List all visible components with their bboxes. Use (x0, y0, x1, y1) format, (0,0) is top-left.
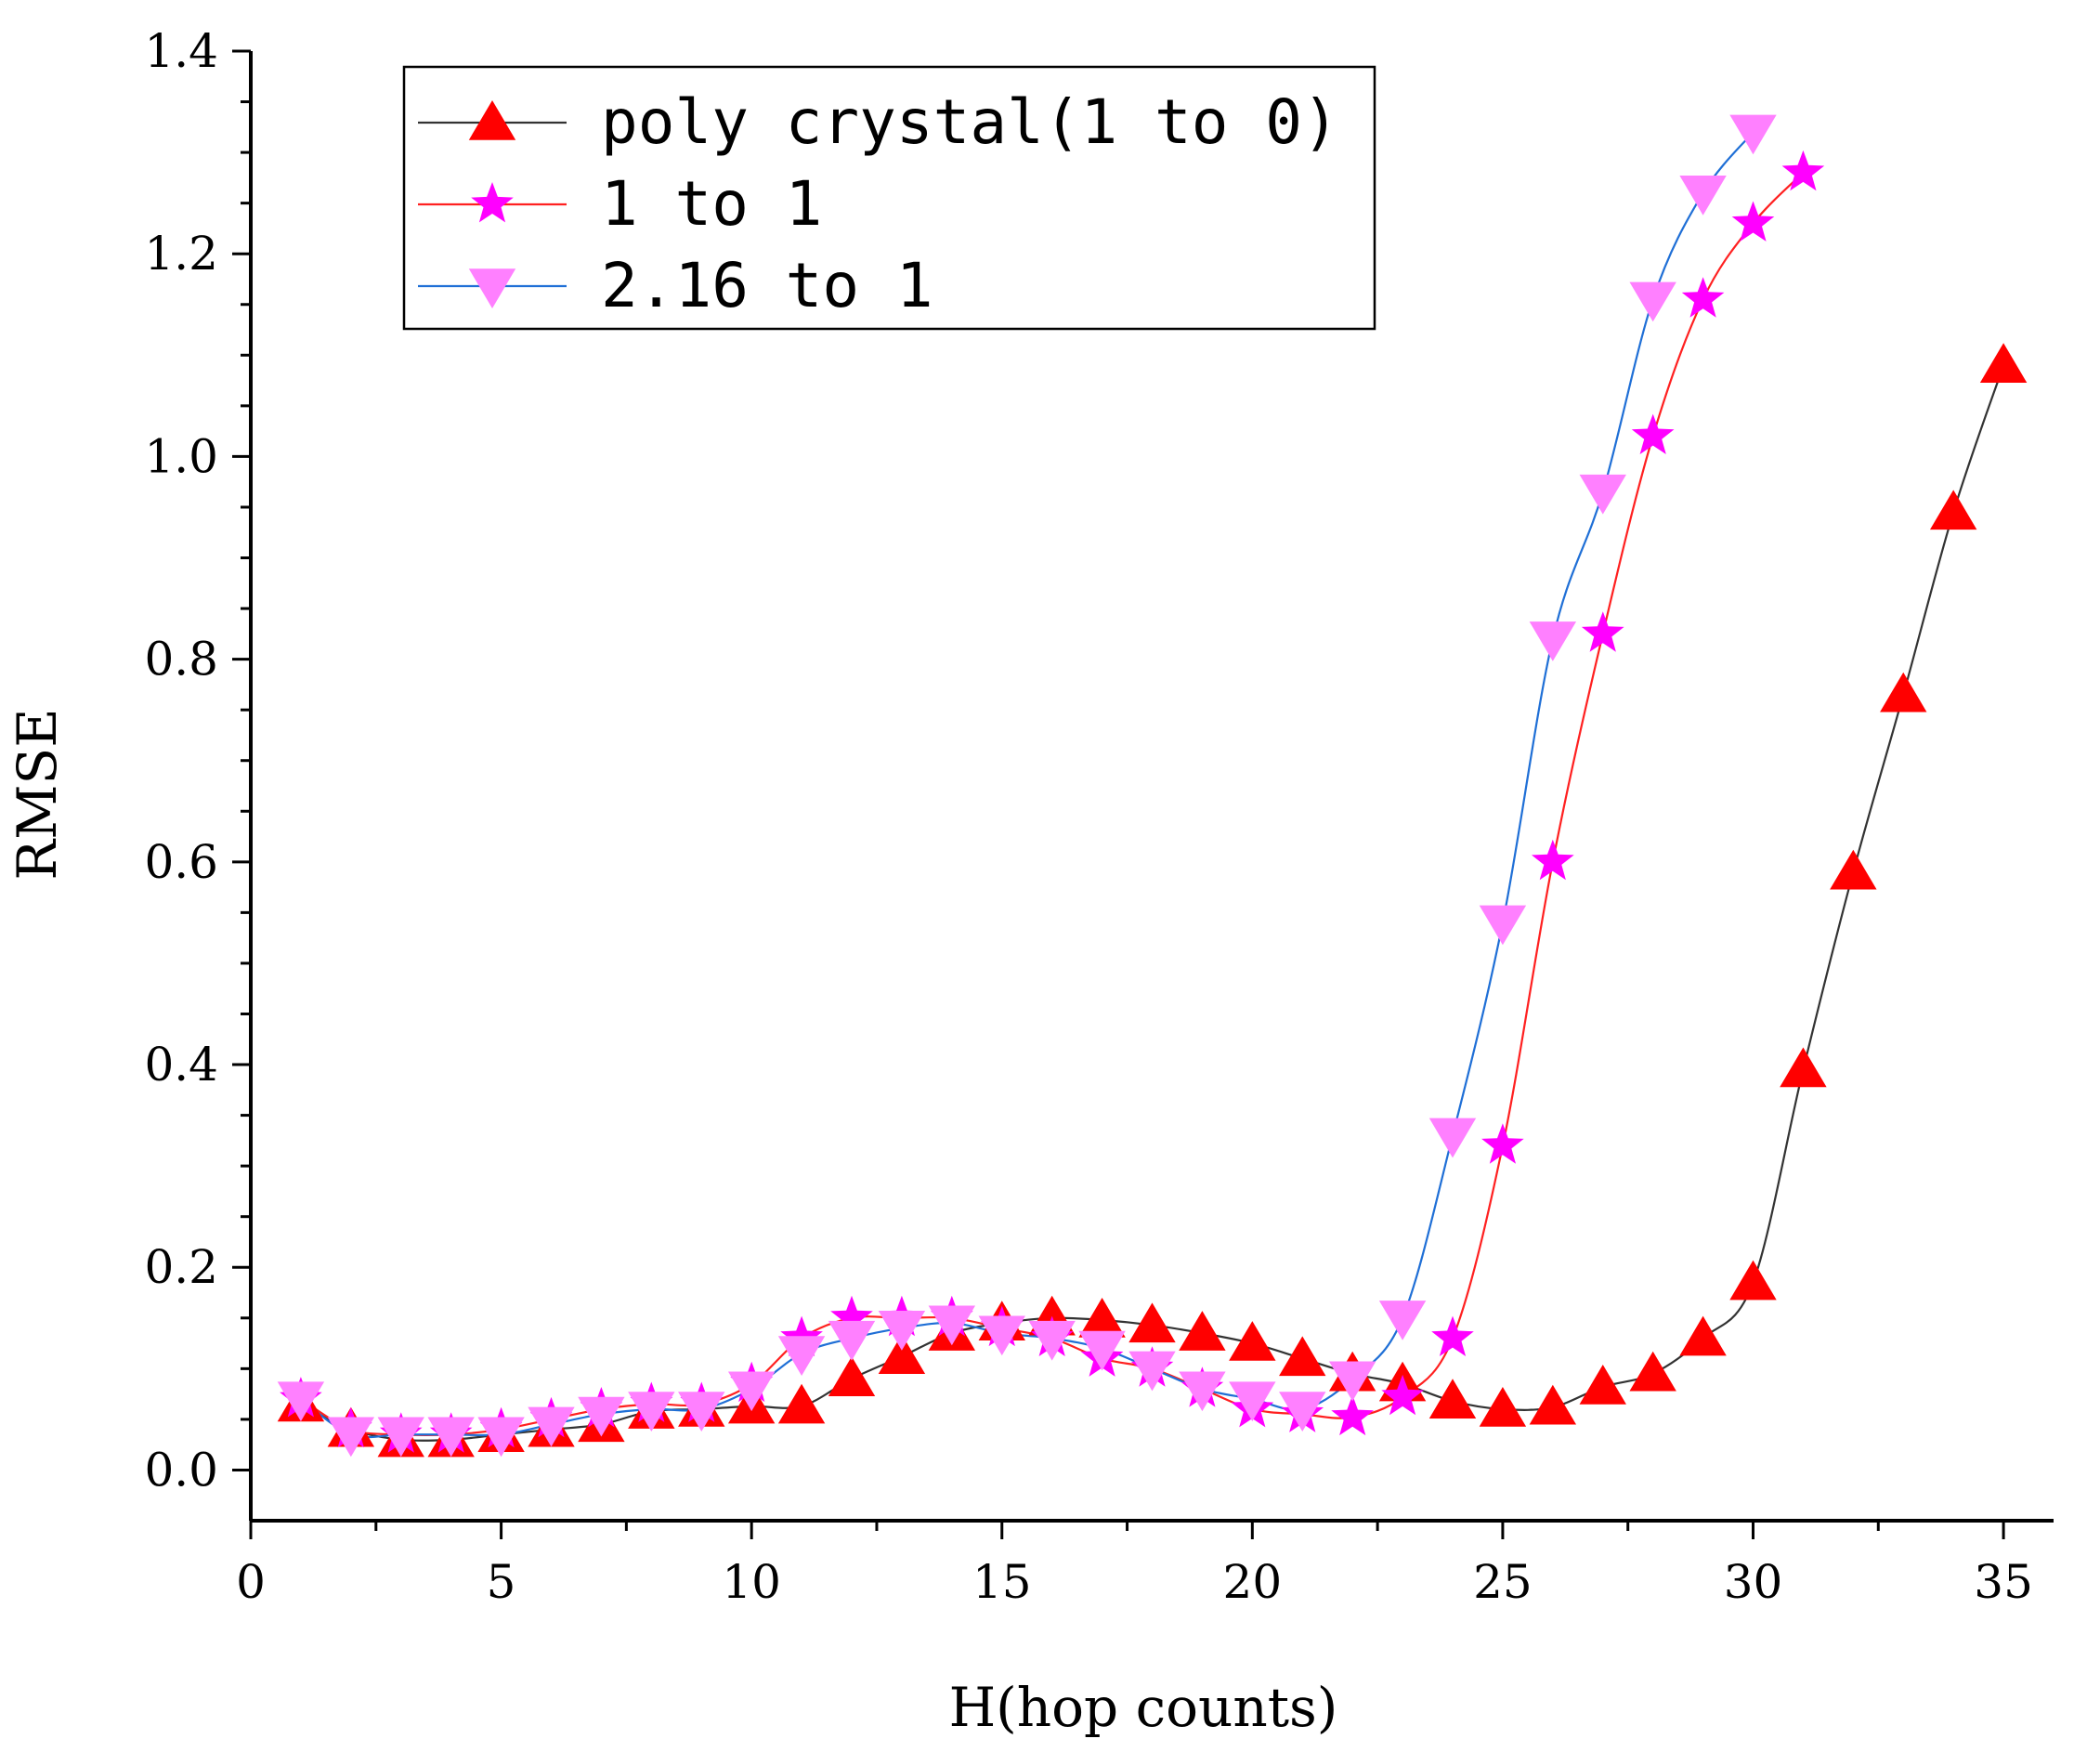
series-3-point (1729, 114, 1777, 155)
series-3-point (777, 1336, 826, 1376)
y-axis-title: RMSE (6, 708, 69, 880)
y-tick-label: 0.4 (144, 1038, 218, 1092)
series-1-point (1780, 1047, 1827, 1088)
series-1-point (1629, 1351, 1676, 1392)
series-3-point (978, 1315, 1025, 1356)
y-tick-label: 1.2 (144, 227, 218, 281)
series-3-point (477, 1417, 525, 1458)
series-line-2 (300, 172, 1805, 1437)
series-3-point (1328, 1361, 1376, 1402)
series-2-point (830, 1295, 873, 1337)
series-3-point (1128, 1351, 1176, 1392)
series-3-point (1679, 176, 1727, 216)
series-1-point (1529, 1384, 1577, 1425)
series-3-point (1179, 1371, 1226, 1412)
x-tick-label: 20 (1223, 1555, 1283, 1609)
series-3-point (628, 1392, 675, 1432)
series-2-point (1581, 611, 1624, 652)
x-tick-label: 10 (722, 1555, 781, 1609)
series-1-point (1128, 1302, 1176, 1343)
series-3-point (277, 1381, 325, 1422)
series-2-point (1731, 201, 1775, 242)
series-2-point (1381, 1374, 1424, 1416)
series-3-point (1378, 1301, 1427, 1340)
axes: 0 5 10 15 20 25 30 35 0.0 0.2 0.4 0.6 0.8 1.0 1.2 1.4 (144, 24, 2054, 1609)
series-3-point (1629, 281, 1676, 322)
y-tick-label: 0.0 (144, 1443, 218, 1497)
y-tick-label: 1.0 (144, 429, 218, 483)
series-3-point (528, 1406, 575, 1447)
x-tick-label: 5 (487, 1555, 516, 1609)
series-3-point (828, 1320, 876, 1361)
series-1-point (1880, 672, 1927, 713)
series-markers (277, 114, 2028, 1458)
series-1-point (1179, 1311, 1226, 1351)
series-1-point (1229, 1321, 1276, 1361)
series-2-point (1781, 150, 1825, 191)
x-tick-label: 35 (1974, 1555, 2033, 1609)
legend-marker-3 (468, 268, 516, 308)
series-1-point (1479, 1386, 1527, 1427)
series-1-point (828, 1356, 876, 1396)
series-3-point (1529, 621, 1577, 661)
legend-label-2: 1 to 1 (601, 168, 822, 240)
series-3-point (1078, 1330, 1126, 1371)
series-1-point (777, 1383, 826, 1424)
series-2-point (1631, 413, 1675, 454)
series-3-point (1279, 1392, 1326, 1432)
series-2-point (1481, 1123, 1524, 1164)
series-1-point (1729, 1260, 1777, 1301)
y-tick-label: 0.8 (144, 633, 218, 686)
series-1-point (1679, 1315, 1727, 1356)
x-axis-title: H(hop counts) (949, 1676, 1338, 1739)
series-3-point (1479, 905, 1527, 946)
series-3-point (1229, 1381, 1276, 1422)
legend: poly crystal(1 to 0) 1 to 1 2.16 to 1 (402, 65, 1376, 331)
x-tick-label: 25 (1473, 1555, 1533, 1609)
series-1-point (1428, 1379, 1477, 1419)
legend-label-3: 2.16 to 1 (601, 250, 933, 321)
series-2-point (1431, 1315, 1474, 1356)
series-3-point (1579, 474, 1626, 515)
series-2-point (1681, 277, 1725, 318)
x-tick-label: 30 (1724, 1555, 1783, 1609)
legend-marker-1 (468, 100, 516, 140)
series-1-point (1830, 849, 1877, 890)
series-3-point (1028, 1320, 1076, 1361)
series-1-point (1979, 343, 2028, 383)
series-3-point (427, 1417, 475, 1458)
series-3-point (327, 1417, 375, 1458)
series-3-point (578, 1396, 625, 1437)
series-2-point (1331, 1394, 1374, 1436)
series-3-point (678, 1392, 725, 1432)
legend-label-1: poly crystal(1 to 0) (601, 86, 1339, 158)
series-3-point (1428, 1118, 1477, 1158)
series-1-point (1929, 490, 1977, 530)
series-1-point (878, 1334, 926, 1374)
y-tick-label: 0.6 (144, 835, 218, 889)
series-1-point (1078, 1297, 1126, 1338)
y-tick-label: 0.2 (144, 1240, 218, 1294)
series-3-point (377, 1417, 424, 1458)
series-3-point (727, 1371, 776, 1412)
series-3-point (878, 1310, 926, 1351)
legend-marker-2 (471, 182, 514, 223)
series-1-point (1579, 1364, 1626, 1405)
series-1-point (1279, 1336, 1326, 1377)
y-tick-label: 1.4 (144, 24, 218, 78)
x-tick-label: 15 (972, 1555, 1032, 1609)
series-2-point (1532, 839, 1574, 881)
series-3-point (928, 1305, 976, 1346)
x-tick-label: 0 (236, 1555, 266, 1609)
